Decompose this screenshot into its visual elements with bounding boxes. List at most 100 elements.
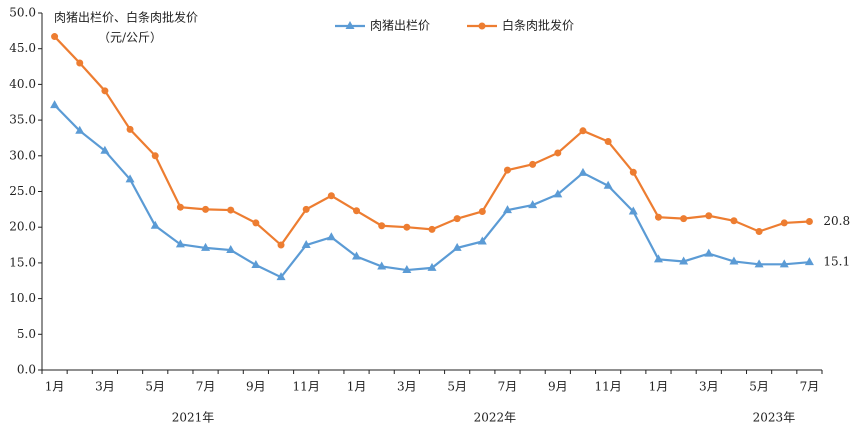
x-tick-label: 9月 bbox=[246, 380, 266, 394]
point-marker bbox=[704, 248, 714, 257]
point-marker bbox=[553, 189, 563, 198]
point-marker bbox=[202, 205, 210, 213]
point-marker bbox=[604, 138, 612, 146]
point-marker bbox=[100, 145, 110, 154]
point-marker bbox=[151, 152, 159, 160]
x-tick-label: 7月 bbox=[196, 380, 216, 394]
point-marker bbox=[705, 212, 713, 220]
point-marker bbox=[503, 166, 511, 174]
point-marker bbox=[51, 33, 59, 41]
x-tick-label: 5月 bbox=[145, 380, 165, 394]
point-marker bbox=[680, 215, 688, 223]
point-marker bbox=[478, 22, 486, 30]
x-tick-label: 1月 bbox=[347, 380, 367, 394]
point-marker bbox=[780, 219, 788, 227]
point-marker bbox=[528, 200, 538, 209]
x-tick-label: 5月 bbox=[447, 380, 467, 394]
point-marker bbox=[578, 167, 588, 176]
x-tick-label: 1月 bbox=[649, 380, 669, 394]
point-marker bbox=[226, 245, 236, 254]
point-marker bbox=[176, 203, 184, 211]
point-marker bbox=[554, 149, 562, 157]
point-marker bbox=[477, 236, 487, 245]
year-label: 2023年 bbox=[753, 411, 796, 425]
point-marker bbox=[754, 259, 764, 268]
x-tick-label: 3月 bbox=[95, 380, 115, 394]
point-marker bbox=[804, 257, 814, 266]
y-tick-label: 25.0 bbox=[9, 184, 36, 198]
year-label: 2021年 bbox=[172, 411, 215, 425]
legend-label: 肉猪出栏价 bbox=[370, 18, 430, 33]
point-marker bbox=[276, 272, 286, 281]
point-marker bbox=[653, 254, 663, 263]
y-tick-label: 15.0 bbox=[9, 255, 36, 269]
point-marker bbox=[251, 260, 261, 269]
x-tick-label: 1月 bbox=[45, 380, 65, 394]
point-marker bbox=[301, 240, 311, 249]
y-tick-label: 50.0 bbox=[9, 6, 36, 20]
legend-label: 白条肉批发价 bbox=[502, 18, 574, 33]
point-marker bbox=[755, 227, 763, 235]
y-tick-label: 45.0 bbox=[9, 41, 36, 55]
point-marker bbox=[327, 192, 335, 200]
point-marker bbox=[150, 220, 160, 229]
x-tick-label: 11月 bbox=[293, 380, 320, 394]
point-marker bbox=[629, 168, 637, 176]
point-marker bbox=[452, 242, 462, 251]
point-marker bbox=[277, 241, 285, 249]
point-marker bbox=[353, 207, 361, 215]
point-marker bbox=[75, 125, 85, 134]
series-line bbox=[53, 104, 810, 279]
point-marker bbox=[453, 215, 461, 223]
point-marker bbox=[175, 239, 185, 248]
x-tick-label: 7月 bbox=[800, 380, 820, 394]
y-tick-label: 5.0 bbox=[17, 327, 36, 341]
point-marker bbox=[326, 232, 336, 241]
end-value-label: 20.8 bbox=[823, 214, 850, 228]
point-marker bbox=[805, 217, 813, 225]
point-marker bbox=[76, 59, 84, 67]
y-tick-label: 30.0 bbox=[9, 148, 36, 162]
chart-title: 肉猪出栏价、白条肉批发价 bbox=[54, 10, 198, 25]
x-tick-label: 3月 bbox=[397, 380, 417, 394]
point-marker bbox=[579, 127, 587, 135]
end-value-label: 15.1 bbox=[823, 255, 850, 269]
x-tick-label: 3月 bbox=[699, 380, 719, 394]
y-tick-label: 10.0 bbox=[9, 291, 36, 305]
point-marker bbox=[378, 222, 386, 230]
point-marker bbox=[427, 262, 437, 271]
x-tick-label: 9月 bbox=[548, 380, 568, 394]
point-marker bbox=[227, 206, 235, 214]
point-marker bbox=[201, 242, 211, 251]
point-marker bbox=[428, 225, 436, 233]
point-marker bbox=[101, 87, 109, 95]
point-marker bbox=[679, 256, 689, 265]
y-tick-label: 0.0 bbox=[17, 363, 36, 377]
x-tick-label: 7月 bbox=[498, 380, 518, 394]
point-marker bbox=[478, 207, 486, 215]
point-marker bbox=[377, 261, 387, 270]
point-marker bbox=[502, 205, 512, 214]
point-marker bbox=[603, 180, 613, 189]
point-marker bbox=[654, 213, 662, 221]
point-marker bbox=[125, 174, 135, 183]
point-marker bbox=[529, 160, 537, 168]
y-tick-label: 40.0 bbox=[9, 77, 36, 91]
point-marker bbox=[628, 206, 638, 215]
series-line bbox=[53, 35, 810, 247]
point-marker bbox=[345, 21, 355, 29]
point-marker bbox=[730, 217, 738, 225]
point-marker bbox=[779, 259, 789, 268]
point-marker bbox=[302, 205, 310, 213]
y-tick-label: 35.0 bbox=[9, 113, 36, 127]
year-label: 2022年 bbox=[474, 411, 517, 425]
point-marker bbox=[403, 223, 411, 231]
x-tick-label: 5月 bbox=[749, 380, 769, 394]
unit-label: （元/公斤） bbox=[98, 31, 162, 45]
point-marker bbox=[729, 256, 739, 265]
point-marker bbox=[402, 265, 412, 274]
y-tick-label: 20.0 bbox=[9, 220, 36, 234]
point-marker bbox=[252, 219, 260, 227]
point-marker bbox=[50, 100, 60, 109]
